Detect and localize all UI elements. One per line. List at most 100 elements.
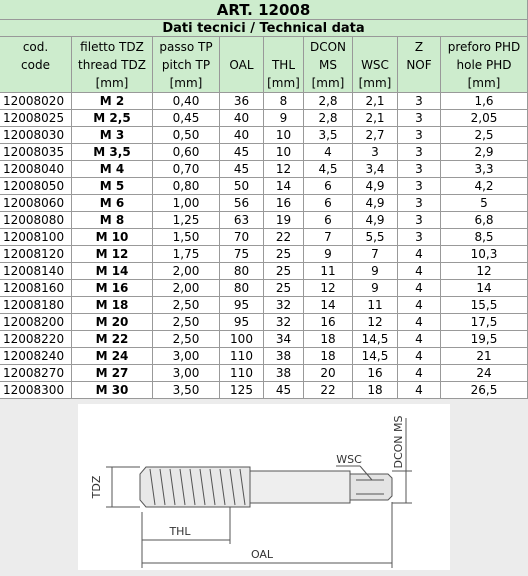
table-cell: 5: [441, 195, 528, 212]
table-cell: 12008160: [0, 280, 72, 297]
table-cell: 2,8: [304, 93, 353, 110]
table-cell: 19,5: [441, 331, 528, 348]
header-text: [mm]: [311, 76, 345, 90]
table-cell: 9: [353, 263, 398, 280]
header-text: [mm]: [358, 76, 392, 90]
table-cell: 12008035: [0, 144, 72, 161]
table-cell: 22: [264, 229, 304, 246]
table-cell: M 10: [72, 229, 153, 246]
table-cell: 16: [353, 365, 398, 382]
table-cell: 12: [264, 161, 304, 178]
table-cell: 15,5: [441, 297, 528, 314]
tdz-label: TDZ: [90, 475, 103, 499]
wsc-label: WSC: [336, 453, 362, 466]
table-cell: 63: [220, 212, 264, 229]
header-cell: THL [mm]: [264, 37, 304, 93]
table-cell: 3: [398, 178, 441, 195]
oal-label: OAL: [251, 548, 274, 561]
table-cell: 4: [398, 280, 441, 297]
table-cell: 4: [398, 331, 441, 348]
header-text: OAL: [229, 58, 254, 72]
header-text: MS: [319, 58, 337, 72]
table-cell: 22: [304, 382, 353, 399]
table-cell: 2,50: [153, 297, 220, 314]
table-cell: M 22: [72, 331, 153, 348]
table-cell: 12008025: [0, 110, 72, 127]
table-cell: 25: [264, 280, 304, 297]
title: ART. 12008: [0, 0, 528, 20]
header-text: THL: [271, 58, 296, 72]
table-cell: 2,8: [304, 110, 353, 127]
table-cell: 2,00: [153, 263, 220, 280]
table-cell: 9: [304, 246, 353, 263]
table-cell: 3: [398, 195, 441, 212]
header-cell: passo TP pitch TP [mm]: [153, 37, 220, 93]
table-cell: 12008030: [0, 127, 72, 144]
table-cell: 8: [264, 93, 304, 110]
table-cell: M 3: [72, 127, 153, 144]
header-cell: preforo PHD hole PHD [mm]: [441, 37, 528, 93]
table-cell: M 5: [72, 178, 153, 195]
header-cell: filetto TDZ thread TDZ [mm]: [72, 37, 153, 93]
table-cell: 75: [220, 246, 264, 263]
table-cell: 3,4: [353, 161, 398, 178]
table-cell: M 6: [72, 195, 153, 212]
table-cell: 14: [264, 178, 304, 195]
table-cell: M 2,5: [72, 110, 153, 127]
table-cell: 17,5: [441, 314, 528, 331]
header-text: code: [21, 58, 50, 72]
table-cell: 11: [353, 297, 398, 314]
table-cell: 2,50: [153, 331, 220, 348]
table-cell: 8,5: [441, 229, 528, 246]
table-cell: 1,50: [153, 229, 220, 246]
table-cell: 1,00: [153, 195, 220, 212]
table-cell: 12: [441, 263, 528, 280]
table-cell: 0,60: [153, 144, 220, 161]
table-cell: 45: [220, 161, 264, 178]
table-cell: 2,1: [353, 93, 398, 110]
table-cell: 18: [304, 348, 353, 365]
table-cell: 3,3: [441, 161, 528, 178]
header-text: thread TDZ: [78, 58, 146, 72]
spacer: [220, 38, 263, 56]
table-cell: 40: [220, 127, 264, 144]
header-text: WSC: [361, 58, 389, 72]
table-cell: 12008020: [0, 93, 72, 110]
table-cell: 5,5: [353, 229, 398, 246]
table-cell: 80: [220, 280, 264, 297]
table-cell: 0,50: [153, 127, 220, 144]
table-cell: 6: [304, 178, 353, 195]
table-cell: 6: [304, 212, 353, 229]
spacer: [353, 38, 397, 56]
table-cell: 12008270: [0, 365, 72, 382]
table-cell: 1,6: [441, 93, 528, 110]
table-cell: 50: [220, 178, 264, 195]
table-cell: 4: [398, 314, 441, 331]
table-cell: 3,00: [153, 348, 220, 365]
table-cell: 10,3: [441, 246, 528, 263]
table-cell: 11: [304, 263, 353, 280]
table-cell: 56: [220, 195, 264, 212]
table-cell: 6: [304, 195, 353, 212]
header-cell: Z NOF: [398, 37, 441, 93]
table-cell: 4,9: [353, 178, 398, 195]
header-text: Z: [414, 40, 424, 54]
table-cell: M 18: [72, 297, 153, 314]
header-cell: cod. code: [0, 37, 72, 93]
header-text: hole PHD: [456, 58, 512, 72]
table-cell: 2,5: [441, 127, 528, 144]
table-cell: 38: [264, 365, 304, 382]
table-cell: M 3,5: [72, 144, 153, 161]
table-cell: 12008120: [0, 246, 72, 263]
table-cell: 95: [220, 297, 264, 314]
table-cell: 12008300: [0, 382, 72, 399]
table-cell: M 2: [72, 93, 153, 110]
table-cell: 36: [220, 93, 264, 110]
table-cell: 12008200: [0, 314, 72, 331]
table-cell: 125: [220, 382, 264, 399]
table-cell: 16: [304, 314, 353, 331]
table-cell: 16: [264, 195, 304, 212]
table-cell: 4,2: [441, 178, 528, 195]
table-cell: 12008240: [0, 348, 72, 365]
table-cell: 110: [220, 348, 264, 365]
